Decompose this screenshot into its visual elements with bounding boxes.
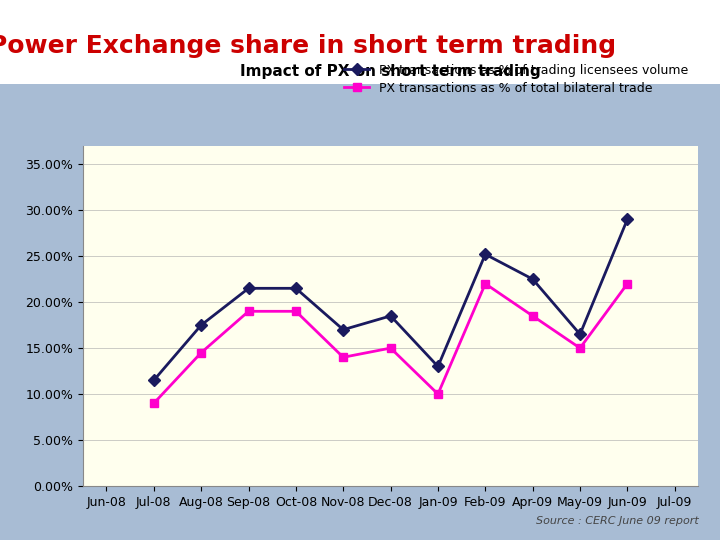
Title: Impact of PX on short term trading: Impact of PX on short term trading [240, 64, 541, 79]
Text: Source : CERC June 09 report: Source : CERC June 09 report [536, 516, 698, 526]
Legend: PX transactions as % of trading licensees volume, PX transactions as % of total : PX transactions as % of trading licensee… [341, 60, 692, 99]
Text: Power Exchange share in short term trading: Power Exchange share in short term tradi… [0, 34, 616, 58]
